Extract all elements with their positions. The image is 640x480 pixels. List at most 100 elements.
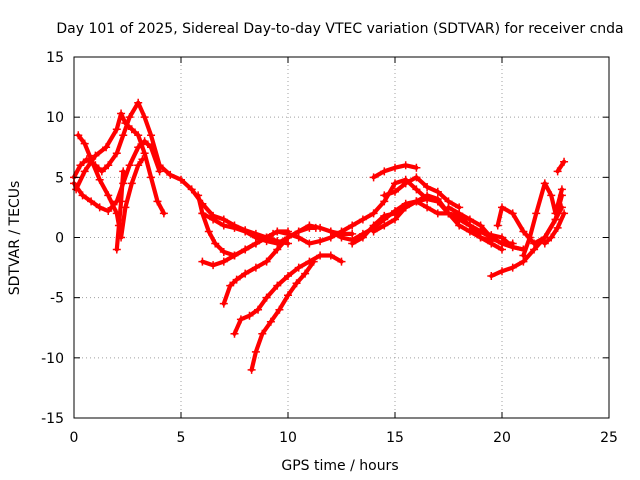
data-point xyxy=(560,157,569,166)
data-point xyxy=(147,131,156,140)
data-point xyxy=(547,191,556,200)
y-tick-label: 0 xyxy=(55,231,64,247)
data-point xyxy=(125,113,134,122)
data-point xyxy=(219,257,228,266)
data-point xyxy=(547,233,556,242)
data-point xyxy=(104,191,113,200)
data-point xyxy=(557,185,566,194)
data-point xyxy=(553,223,562,232)
data-point xyxy=(117,109,126,118)
data-point xyxy=(236,315,245,324)
data-point xyxy=(198,209,207,218)
data-point xyxy=(380,167,389,176)
data-point xyxy=(305,239,314,248)
x-tick-label: 20 xyxy=(493,430,511,446)
data-point xyxy=(455,209,464,218)
data-point xyxy=(155,167,164,176)
x-tick-label: 0 xyxy=(70,430,79,446)
data-point xyxy=(262,257,271,266)
data-point xyxy=(465,215,474,224)
data-point xyxy=(140,149,149,158)
data-point xyxy=(391,215,399,224)
data-point xyxy=(153,197,162,206)
y-tick-label: -5 xyxy=(50,291,64,307)
data-point xyxy=(74,131,83,140)
data-point xyxy=(380,221,389,230)
data-point xyxy=(498,203,506,212)
data-point xyxy=(326,227,335,236)
data-point xyxy=(251,239,260,248)
y-tick-label: 5 xyxy=(55,170,64,186)
y-tick-label: 15 xyxy=(46,50,64,66)
axis-ticks: 0 5 10 15 20 25 -15 -10 -5 0 5 10 15 xyxy=(41,50,618,446)
data-point xyxy=(273,227,282,236)
data-point xyxy=(147,173,156,182)
data-point xyxy=(262,233,271,242)
data-point xyxy=(104,207,113,216)
data-point xyxy=(251,347,260,356)
data-point xyxy=(369,209,378,218)
data-point xyxy=(348,221,357,230)
y-axis-label: SDTVAR / TECUs xyxy=(7,181,23,296)
data-point xyxy=(95,203,104,212)
data-point xyxy=(219,299,228,308)
data-point xyxy=(198,257,207,266)
data-point xyxy=(487,233,496,242)
data-point xyxy=(219,247,228,256)
data-point xyxy=(487,272,496,281)
data-point xyxy=(230,251,239,260)
data-point xyxy=(358,215,367,224)
data-point xyxy=(241,245,250,254)
data-point xyxy=(119,167,128,176)
data-point xyxy=(187,185,196,194)
data-point xyxy=(230,329,239,338)
data-point xyxy=(391,179,399,188)
x-tick-label: 5 xyxy=(177,430,186,446)
data-point xyxy=(412,173,421,182)
y-tick-label: -10 xyxy=(41,351,64,367)
data-point xyxy=(91,151,100,160)
data-point xyxy=(121,119,130,128)
data-point xyxy=(301,269,310,278)
data-point xyxy=(284,291,292,300)
data-point xyxy=(294,263,303,272)
data-point xyxy=(540,239,549,248)
data-point xyxy=(194,191,203,200)
data-point xyxy=(127,179,136,188)
series-track-23 xyxy=(553,157,569,176)
data-point xyxy=(326,251,335,260)
data-point xyxy=(284,272,292,281)
data-point xyxy=(102,143,111,152)
series-track-5 xyxy=(112,167,128,254)
series-track-9 xyxy=(219,223,320,308)
data-point xyxy=(266,317,275,326)
data-point xyxy=(97,167,106,176)
data-point xyxy=(519,251,528,260)
data-point xyxy=(247,365,256,374)
x-axis-label: GPS time / hours xyxy=(281,458,398,474)
data-point xyxy=(423,182,432,191)
data-point xyxy=(493,221,502,230)
data-point xyxy=(125,161,134,170)
series-line xyxy=(350,193,494,246)
data-point xyxy=(112,245,121,254)
data-point xyxy=(219,221,228,230)
data-point xyxy=(311,223,320,232)
data-point xyxy=(275,305,284,314)
data-point xyxy=(177,175,185,184)
data-point xyxy=(134,131,143,140)
data-point xyxy=(134,143,143,152)
data-point xyxy=(369,227,378,236)
data-point xyxy=(391,187,399,196)
data-point xyxy=(273,245,282,254)
data-point xyxy=(391,163,399,172)
series-line xyxy=(76,133,145,240)
data-point xyxy=(80,139,89,148)
data-point xyxy=(348,239,357,248)
data-point xyxy=(412,185,421,194)
data-point xyxy=(112,149,121,158)
series-track-3 xyxy=(74,131,147,242)
data-point xyxy=(455,221,464,230)
data-point xyxy=(423,203,432,212)
data-point xyxy=(232,275,241,284)
